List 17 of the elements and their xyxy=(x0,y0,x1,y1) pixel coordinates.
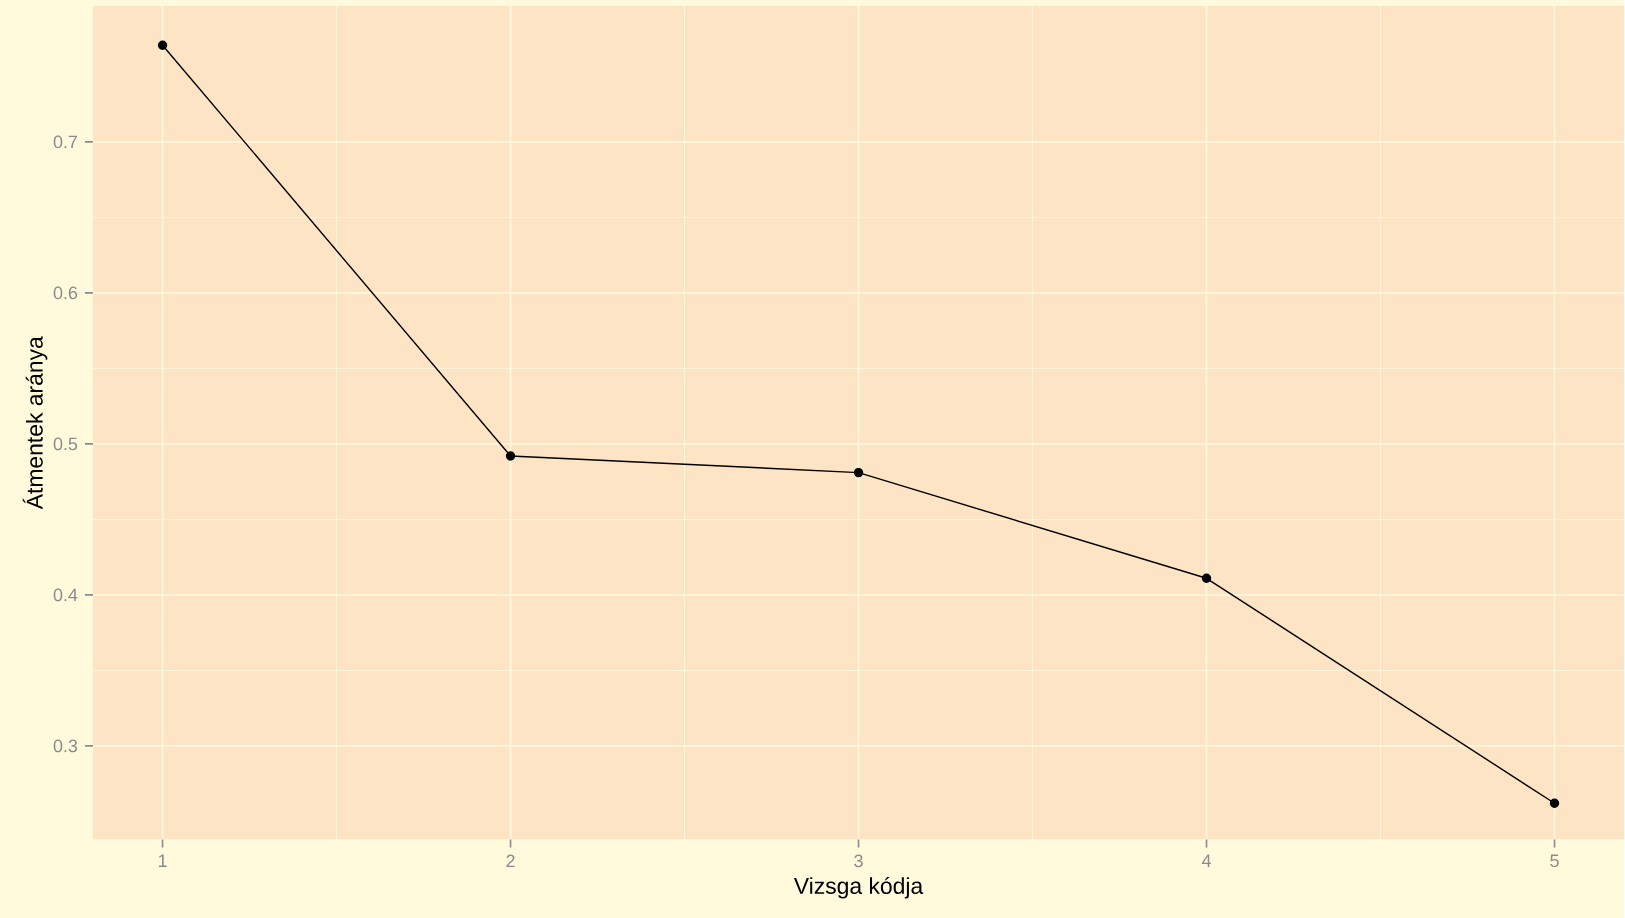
point xyxy=(1549,798,1560,808)
point xyxy=(157,40,168,50)
y-tick-label: 0.5 xyxy=(53,437,78,451)
y-axis-title: Átmentek aránya xyxy=(22,335,48,510)
x-tick-label: 2 xyxy=(506,854,515,867)
y-tick-label: 0.4 xyxy=(53,588,78,602)
point xyxy=(1201,573,1212,583)
point xyxy=(853,467,864,478)
x-tick-label: 5 xyxy=(1550,854,1559,867)
y-tick-label: 0.7 xyxy=(53,135,78,149)
x-axis-title: Vizsga kódja xyxy=(793,876,924,899)
y-tick-label: 0.6 xyxy=(53,286,78,300)
point xyxy=(505,451,516,461)
y-tick-label: 0.3 xyxy=(53,739,78,753)
x-tick-label: 1 xyxy=(158,854,167,867)
x-tick-label: 3 xyxy=(854,854,863,868)
x-tick-label: 4 xyxy=(1201,854,1211,867)
